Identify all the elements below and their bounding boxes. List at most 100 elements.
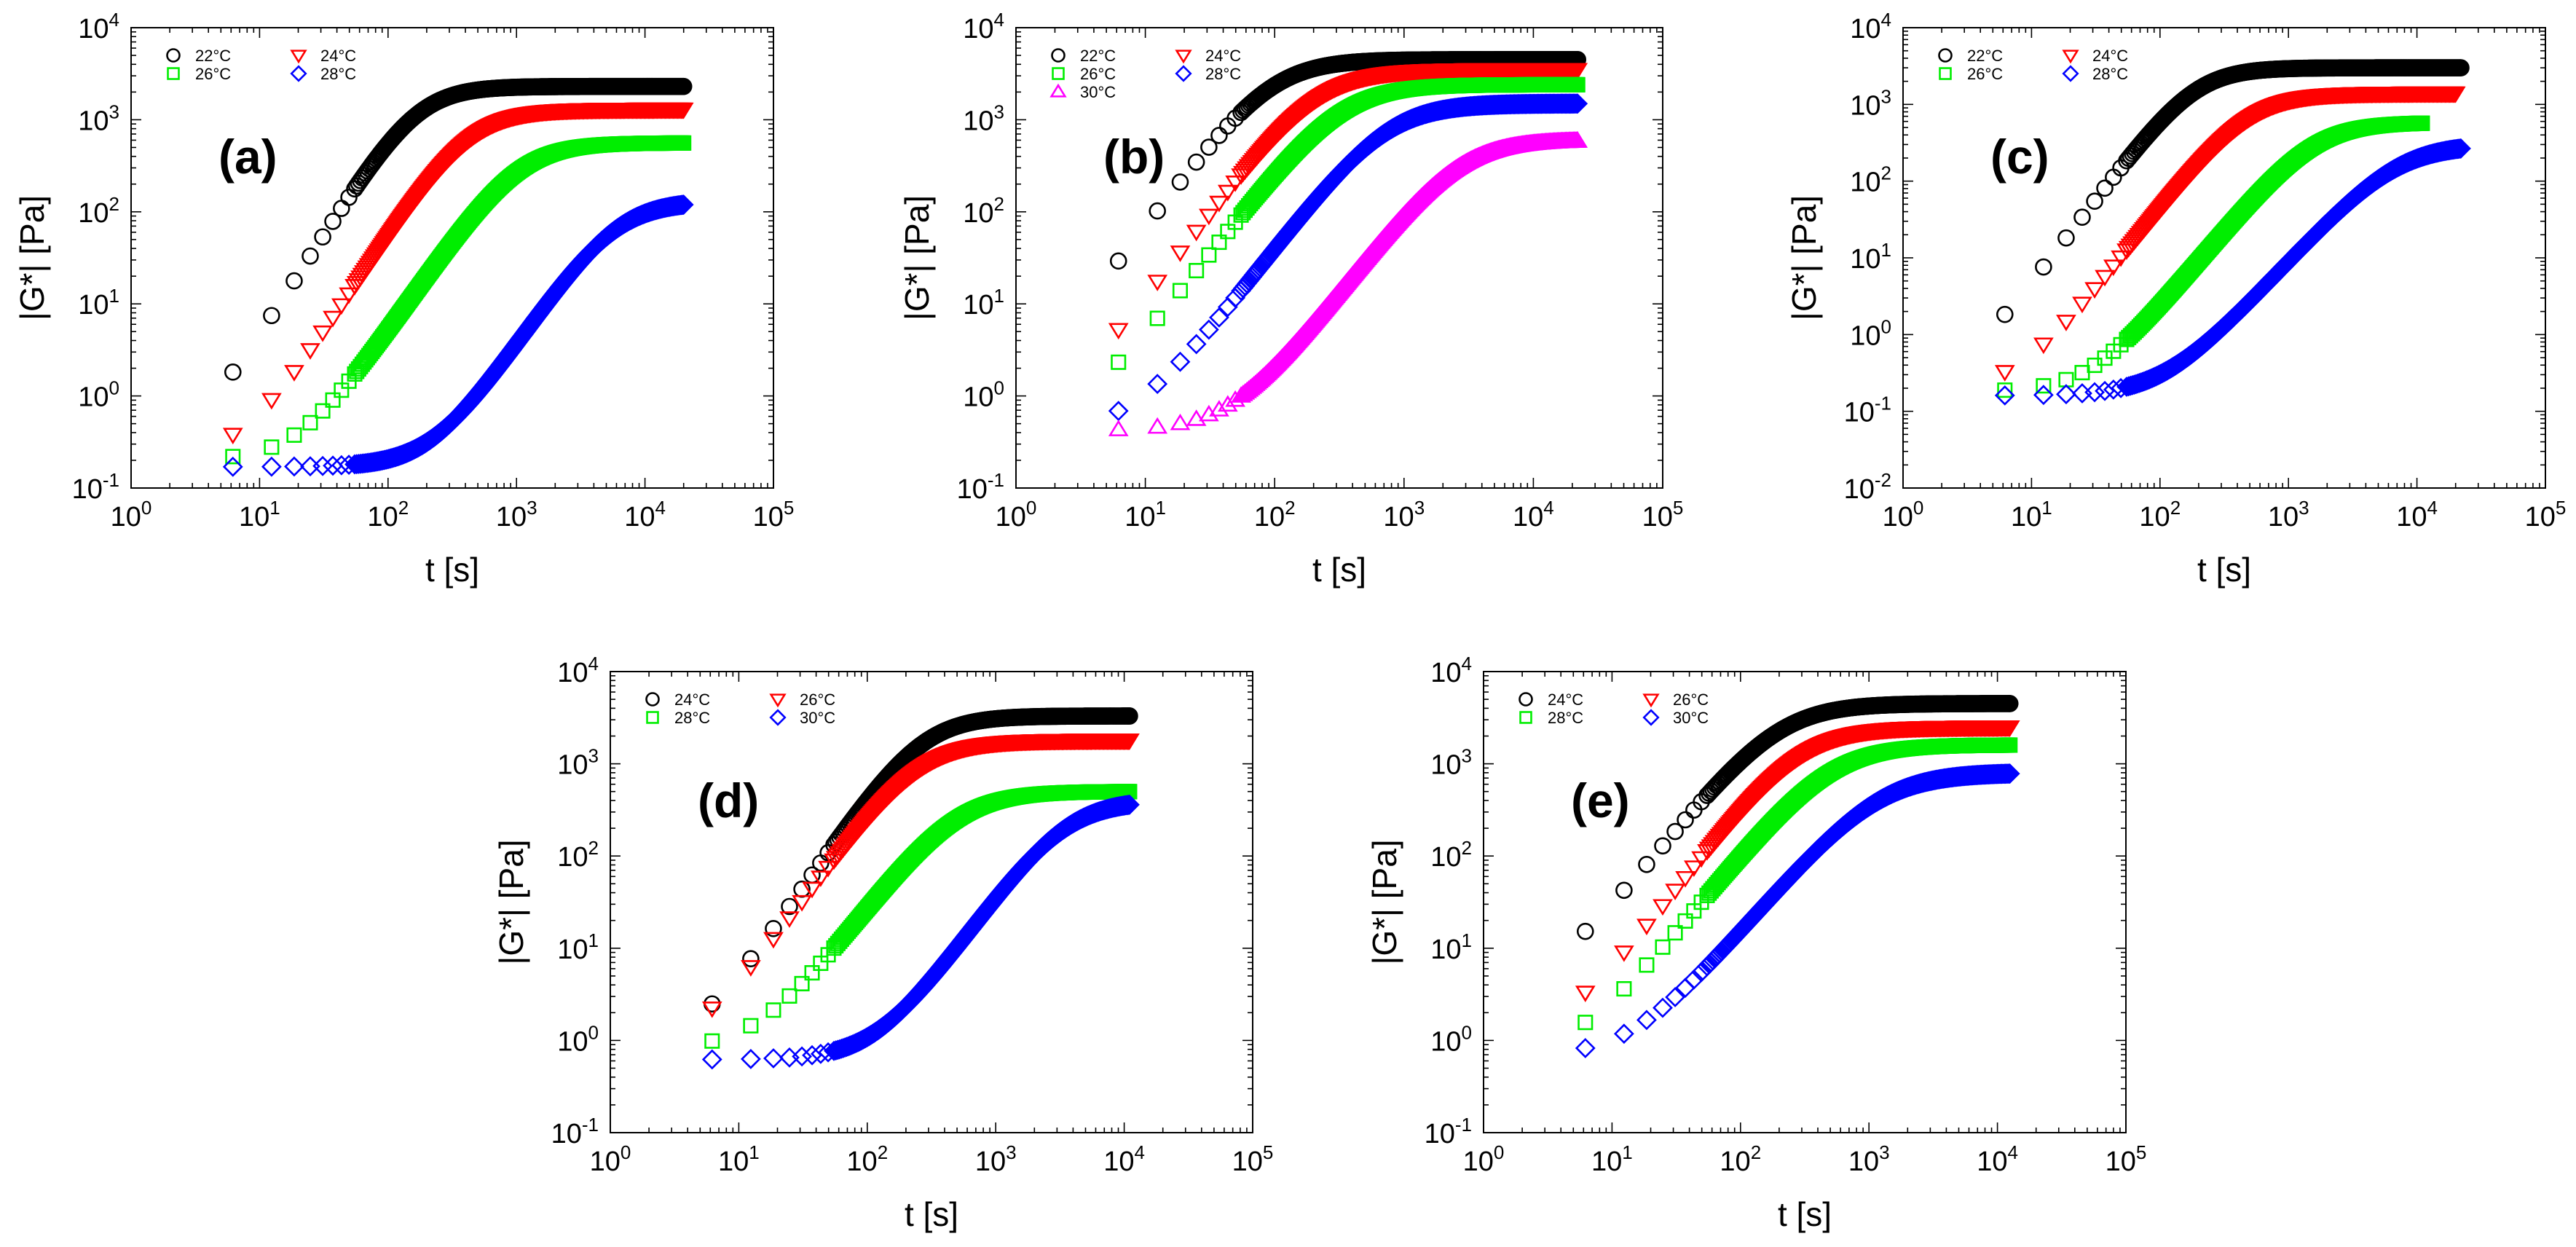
data-point [1147, 275, 1168, 291]
data-point [1217, 184, 1238, 202]
x-tick-label: 103 [496, 497, 537, 532]
y-tick-label: 101 [1850, 239, 1891, 275]
data-point [742, 950, 760, 968]
data-point [2073, 208, 2091, 227]
data-point [224, 363, 242, 381]
data-point [1186, 334, 1207, 355]
legend-marker [1052, 67, 1065, 80]
data-point [2033, 337, 2054, 355]
data-point [225, 449, 241, 465]
data-point [285, 272, 303, 290]
data-point [1210, 127, 1228, 144]
data-point [284, 365, 304, 382]
data-point [1111, 354, 1127, 370]
x-tick-label: 100 [111, 497, 152, 532]
x-tick-label: 101 [1124, 497, 1166, 532]
y-tick-label: 100 [78, 377, 119, 413]
plot-frame [130, 27, 774, 489]
x-tick-label: 102 [367, 497, 409, 532]
series-1 [1108, 63, 1588, 340]
y-tick-label: 100 [557, 1021, 599, 1057]
data-point [1996, 305, 2014, 323]
x-axis-label: t [s] [905, 1195, 958, 1233]
legend-marker [167, 67, 180, 80]
series-3 [1108, 93, 1588, 422]
data-point [2056, 315, 2076, 331]
axis-ticks [130, 27, 774, 489]
data-point [302, 247, 319, 265]
data-point [1217, 296, 1238, 318]
x-tick-label: 102 [1254, 497, 1296, 532]
legend-label: 24°C [674, 691, 710, 709]
legend-label: 24°C [320, 47, 356, 65]
data-point [222, 456, 243, 477]
data-point [1149, 202, 1166, 220]
y-tick-label: 10-1 [1844, 393, 1891, 428]
data-point [1186, 409, 1207, 426]
series-2 [1111, 76, 1586, 370]
panel-letter: (c) [1990, 130, 2049, 184]
data-point [1201, 247, 1217, 263]
y-tick-label: 103 [78, 101, 119, 136]
data-point [323, 455, 343, 476]
data-point [1170, 413, 1191, 430]
data-point [2072, 383, 2092, 404]
data-point [2072, 296, 2092, 314]
legend-label: 26°C [195, 65, 231, 83]
legend-label: 24°C [2092, 47, 2128, 65]
legend-label: 22°C [1967, 47, 2003, 65]
data-point [1109, 252, 1127, 270]
data-point [1170, 351, 1191, 372]
legend-marker [1175, 65, 1192, 82]
data-point [1209, 400, 1229, 417]
data-point [1567, 63, 1588, 80]
y-tick-label: 102 [78, 193, 119, 229]
data-point [1187, 153, 1205, 171]
legend-marker [166, 48, 181, 63]
data-point [263, 307, 280, 325]
y-tick-label: 103 [1850, 85, 1891, 121]
data-point [261, 393, 282, 410]
legend-label: 28°C [1205, 65, 1241, 83]
data-point [315, 403, 331, 419]
x-tick-label: 103 [2268, 497, 2309, 532]
data-point [1189, 262, 1205, 279]
data-point [1198, 208, 1219, 226]
series-1 [222, 102, 694, 445]
legend-label: 30°C [1080, 83, 1116, 101]
data-point [264, 439, 280, 455]
legend-label: 30°C [800, 709, 835, 727]
legend-marker [2062, 50, 2079, 64]
legend-label: 28°C [320, 65, 356, 83]
data-point [2035, 258, 2052, 276]
plot-frame [1015, 27, 1663, 489]
series-0 [224, 77, 693, 381]
legend: 22°C 24°C26°C 28°C [166, 47, 356, 83]
x-tick-label: 105 [1232, 1141, 1274, 1177]
series-3 [222, 194, 694, 477]
x-axis-label: t [s] [1312, 551, 1366, 589]
data-point [1198, 319, 1219, 340]
y-tick-label: 10-2 [1844, 469, 1891, 505]
legend-marker [1051, 48, 1066, 63]
data-point [2074, 365, 2090, 381]
data-point [286, 427, 302, 443]
data-point [2084, 282, 2105, 299]
x-tick-label: 105 [1642, 497, 1684, 532]
data-point [1108, 401, 1129, 422]
data-point [1569, 76, 1586, 93]
x-tick-label: 103 [1383, 497, 1425, 532]
data-point [676, 135, 692, 151]
x-axis-label: t [s] [425, 551, 479, 589]
legend-label: 26°C [800, 691, 835, 709]
y-tick-label: 104 [78, 9, 119, 44]
legend-marker [769, 693, 787, 708]
data-point [312, 325, 333, 342]
y-tick-label: 102 [963, 193, 1004, 229]
x-tick-label: 101 [2011, 497, 2052, 532]
data-point [1108, 323, 1129, 340]
y-tick-label: 102 [1850, 162, 1891, 198]
